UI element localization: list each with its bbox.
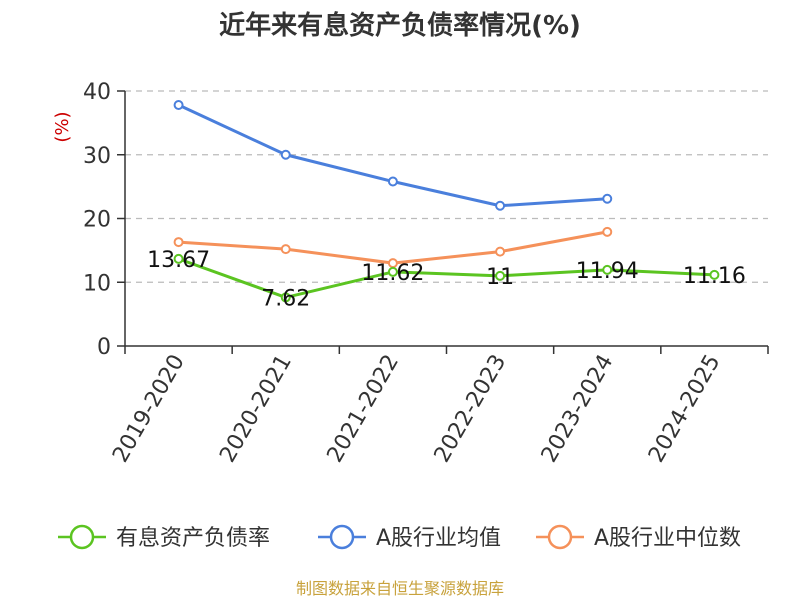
legend-item[interactable]: A股行业中位数 <box>536 524 741 551</box>
legend-marker <box>329 524 355 550</box>
chart-title: 近年来有息资产负债率情况(%) <box>219 10 581 41</box>
y-tick-labels: 0 10 20 30 40 <box>83 80 111 360</box>
y-tick-label: 30 <box>83 144 111 169</box>
y-axis-label: (%) <box>52 111 73 142</box>
data-label: 13.67 <box>147 248 210 273</box>
x-tick-label: 2019-2020 <box>108 351 190 467</box>
data-point <box>173 253 184 264</box>
data-point <box>602 193 613 204</box>
legend-label: A股行业中位数 <box>594 526 741 551</box>
data-point <box>602 226 613 237</box>
data-point <box>602 264 613 275</box>
series-line <box>178 257 715 299</box>
y-tick-label: 40 <box>83 80 111 105</box>
data-label: 11.16 <box>683 264 746 289</box>
data-point <box>495 246 506 257</box>
legend[interactable]: 有息资产负债率 A股行业均值 A股行业中位数 <box>58 524 741 551</box>
data-point <box>280 244 291 255</box>
data-point <box>173 237 184 248</box>
x-tick-labels: 2019-2020 2020-2021 2021-2022 2022-2023 2023… <box>108 350 725 466</box>
data-point <box>495 200 506 211</box>
data-point <box>280 149 291 160</box>
data-point <box>387 266 398 277</box>
source-note: 制图数据来自恒生聚源数据库 <box>296 579 504 598</box>
legend-item[interactable]: 有息资产负债率 <box>58 524 270 551</box>
y-tick-label: 0 <box>97 335 111 360</box>
y-tick-label: 10 <box>83 271 111 296</box>
data-label: 7.62 <box>261 286 310 311</box>
x-tick-label: 2021-2022 <box>323 350 405 466</box>
legend-marker <box>69 524 95 550</box>
data-point <box>280 292 291 303</box>
data-point <box>495 270 506 281</box>
data-point <box>387 176 398 187</box>
axes <box>117 90 769 354</box>
data-label: 11.94 <box>576 259 639 284</box>
data-label: 11 <box>486 265 514 290</box>
data-labels: 13.67 7.62 11.62 11 11.94 11.16 <box>147 248 746 312</box>
series-points <box>173 100 720 303</box>
legend-marker <box>547 524 573 550</box>
x-tick-label: 2024-2025 <box>644 351 726 467</box>
legend-item[interactable]: A股行业均值 <box>318 524 501 551</box>
y-tick-label: 20 <box>83 208 111 233</box>
legend-label: 有息资产负债率 <box>116 526 270 551</box>
x-tick-label: 2022-2023 <box>430 351 512 467</box>
x-tick-label: 2020-2021 <box>215 351 297 467</box>
x-tick-label: 2023-2024 <box>537 351 619 467</box>
data-point <box>173 100 184 111</box>
data-point <box>709 269 720 280</box>
grid-lines <box>125 90 768 283</box>
data-label: 11.62 <box>361 261 424 286</box>
legend-label: A股行业均值 <box>376 526 501 551</box>
